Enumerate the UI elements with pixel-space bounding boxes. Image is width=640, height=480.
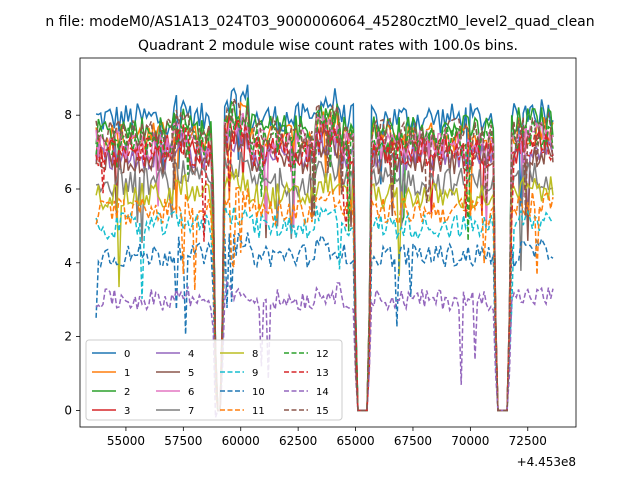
- x-tick-label: 60000: [222, 434, 260, 448]
- legend-label-6: 6: [188, 387, 194, 398]
- series-line-10: [95, 232, 554, 412]
- series-line-2: [95, 97, 554, 412]
- y-tick-label: 0: [64, 403, 72, 417]
- x-tick-label: 57500: [164, 434, 202, 448]
- y-tick-label: 2: [64, 330, 72, 344]
- y-tick-label: 6: [64, 182, 72, 196]
- legend-label-10: 10: [252, 387, 265, 398]
- x-tick-label: 70000: [451, 434, 489, 448]
- legend-label-13: 13: [316, 368, 329, 379]
- y-axis: 0 2 4 6 8: [64, 108, 80, 417]
- series-line-15: [95, 98, 554, 412]
- x-tick-label: 67500: [394, 434, 432, 448]
- legend-label-14: 14: [316, 387, 329, 398]
- series-layer: [95, 84, 554, 418]
- series-line-12: [95, 108, 554, 412]
- plot-frame: [79, 57, 577, 428]
- x-tick-label: 72500: [509, 434, 547, 448]
- x-tick-label: 65000: [336, 434, 374, 448]
- x-tick-label: 55000: [107, 434, 145, 448]
- legend-label-3: 3: [124, 406, 130, 417]
- series-line-8: [95, 168, 554, 412]
- x-axis: 55000 57500 60000 62500 65000 67500 70000 72500: [107, 427, 547, 448]
- series-line-14: [95, 280, 554, 418]
- x-tick-label: 62500: [279, 434, 317, 448]
- legend-label-9: 9: [252, 368, 258, 379]
- legend-label-1: 1: [124, 368, 130, 379]
- x-offset-label: +4.453e8: [517, 455, 576, 469]
- legend-label-5: 5: [188, 368, 194, 379]
- y-tick-label: 8: [64, 108, 72, 122]
- legend-label-2: 2: [124, 387, 130, 398]
- series-line-9: [95, 202, 554, 412]
- legend-label-12: 12: [316, 349, 329, 360]
- figure-suptitle: n file: modeM0/AS1A13_024T03_9000006064_…: [45, 14, 594, 30]
- legend-box: [85, 339, 343, 421]
- legend-label-8: 8: [252, 349, 258, 360]
- legend-label-7: 7: [188, 406, 194, 417]
- legend-label-4: 4: [188, 349, 194, 360]
- legend-label-0: 0: [124, 349, 130, 360]
- legend-label-15: 15: [316, 406, 329, 417]
- chart-title: Quadrant 2 module wise count rates with …: [138, 38, 518, 54]
- series-line-11: [95, 186, 554, 412]
- legend-label-11: 11: [252, 406, 265, 417]
- y-tick-label: 4: [64, 256, 72, 270]
